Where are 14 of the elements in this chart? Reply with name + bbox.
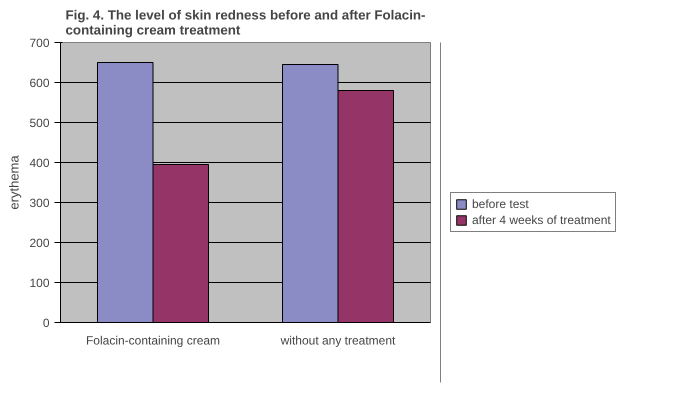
legend-label: after 4 weeks of treatment <box>472 213 611 227</box>
y-tick-label: 600 <box>29 76 50 90</box>
chart-title: Fig. 4. The level of skin redness before and after Folacin- containing cream treatment <box>66 8 426 38</box>
y-tick-label: 300 <box>29 196 50 210</box>
y-tick-label: 0 <box>42 316 50 330</box>
y-tick-label: 500 <box>29 116 50 130</box>
y-tick-label: 100 <box>29 276 50 290</box>
y-axis-title: erythema <box>6 154 22 210</box>
y-tick-label: 400 <box>29 156 50 170</box>
y-tick-label: 700 <box>29 36 50 50</box>
x-tick-label: without any treatment <box>280 334 396 348</box>
x-tick-label: Folacin-containing cream <box>86 334 220 348</box>
y-tick-label: 200 <box>29 236 50 250</box>
legend-label: before test <box>472 197 529 211</box>
